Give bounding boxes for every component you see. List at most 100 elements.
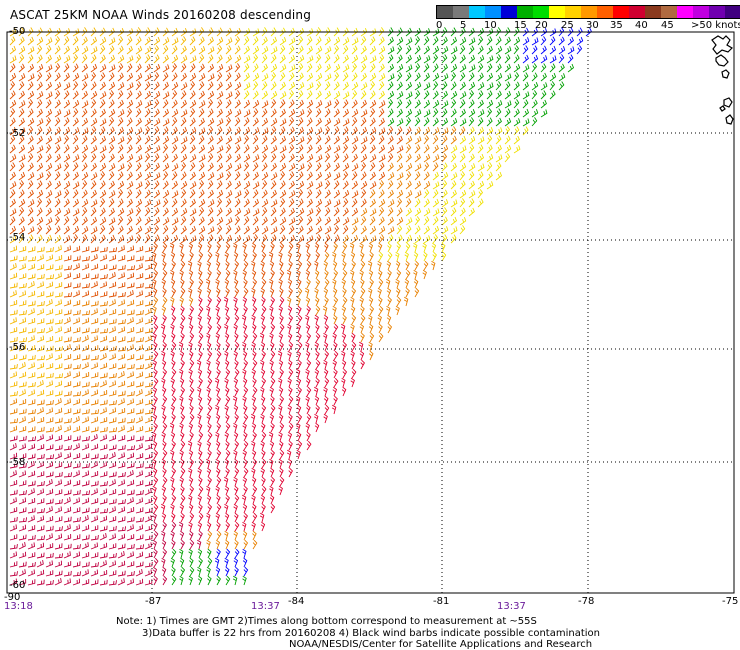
wind-barb [387, 145, 395, 154]
wind-barb [351, 144, 358, 154]
wind-barb [45, 390, 54, 397]
wind-barb [126, 418, 135, 424]
wind-barb [403, 296, 409, 307]
wind-barb [206, 548, 212, 559]
wind-barb [180, 386, 186, 397]
wind-barb [9, 435, 18, 442]
wind-barb [135, 171, 143, 181]
wind-barb [180, 63, 187, 73]
wind-barb [152, 386, 158, 397]
wind-barb [305, 377, 311, 388]
wind-barb [63, 225, 70, 235]
wind-barb [171, 99, 178, 109]
wind-barb [18, 408, 27, 415]
wind-barb [261, 162, 268, 172]
wind-barb [306, 144, 313, 154]
wind-barb [333, 54, 340, 64]
wind-barb [45, 126, 52, 136]
wind-barb [387, 269, 392, 280]
wind-barb [234, 413, 239, 424]
wind-barb [135, 317, 143, 325]
wind-barb [81, 399, 90, 406]
wind-barb [72, 534, 81, 541]
wind-barb [423, 72, 430, 82]
wind-barb [63, 408, 72, 415]
wind-barb [135, 255, 144, 262]
wind-barb [297, 63, 304, 73]
wind-barb [495, 117, 502, 127]
wind-barb [360, 90, 367, 100]
wind-barb [162, 494, 167, 505]
wind-barb [432, 100, 440, 109]
wind-barb [260, 260, 265, 271]
wind-barb [117, 225, 124, 235]
wind-barb [459, 108, 466, 118]
wind-barb [153, 54, 160, 64]
wind-barb [368, 296, 374, 307]
wind-barb [81, 127, 89, 136]
wind-barb [242, 476, 248, 487]
wind-barb [90, 118, 98, 127]
wind-barb [198, 296, 203, 307]
wind-barb [207, 350, 213, 361]
wind-barb [360, 225, 367, 235]
wind-barb [234, 225, 241, 235]
wind-barb [351, 341, 357, 352]
wind-barb [233, 530, 238, 541]
wind-barb [333, 207, 340, 217]
wind-barb [459, 91, 467, 100]
scale-label: >50 knots [691, 20, 740, 31]
wind-barb [333, 99, 340, 109]
wind-barb [522, 64, 530, 73]
wind-barb [180, 332, 185, 343]
wind-barb [99, 162, 107, 172]
wind-barb [567, 54, 574, 64]
wind-barb [225, 136, 233, 145]
wind-barb [459, 153, 466, 163]
wind-barb [405, 217, 413, 226]
wind-barb [171, 198, 178, 208]
wind-barb [359, 242, 364, 253]
wind-barb [72, 300, 81, 307]
wind-barb [450, 99, 457, 109]
wind-barb [288, 64, 296, 73]
wind-barb [270, 242, 275, 253]
wind-barb [72, 462, 81, 469]
wind-barb [144, 443, 153, 451]
wind-barb [387, 172, 395, 181]
wind-barb [270, 72, 277, 82]
wind-barb [72, 100, 80, 109]
wind-barb [360, 181, 368, 190]
wind-barb [117, 282, 126, 289]
wind-barb [432, 225, 440, 235]
wind-barb [117, 390, 126, 397]
wind-barb [252, 181, 260, 190]
wind-barb [215, 512, 220, 523]
wind-barb [378, 90, 385, 100]
wind-barb [126, 309, 135, 316]
wind-barb [404, 278, 410, 289]
wind-barb [324, 189, 331, 199]
wind-barb [369, 251, 374, 262]
wind-barb [90, 281, 98, 289]
wind-barb [306, 278, 311, 289]
wind-barb [378, 216, 385, 226]
wind-barb [108, 99, 115, 109]
wind-barb [161, 359, 167, 370]
wind-barb [27, 108, 34, 118]
wind-barb [441, 46, 449, 55]
wind-barb [90, 409, 100, 415]
wind-barb [333, 126, 340, 136]
wind-barb [126, 299, 135, 307]
wind-barb [72, 452, 81, 460]
wind-barb [99, 407, 107, 415]
wind-barb [333, 234, 340, 244]
wind-barb [459, 207, 466, 217]
wind-barb [306, 55, 314, 64]
wind-barb [495, 135, 502, 145]
wind-barb [341, 377, 346, 388]
wind-barb [351, 45, 358, 55]
wind-barb [215, 539, 221, 550]
wind-barb [468, 153, 475, 163]
wind-barb [333, 81, 340, 91]
